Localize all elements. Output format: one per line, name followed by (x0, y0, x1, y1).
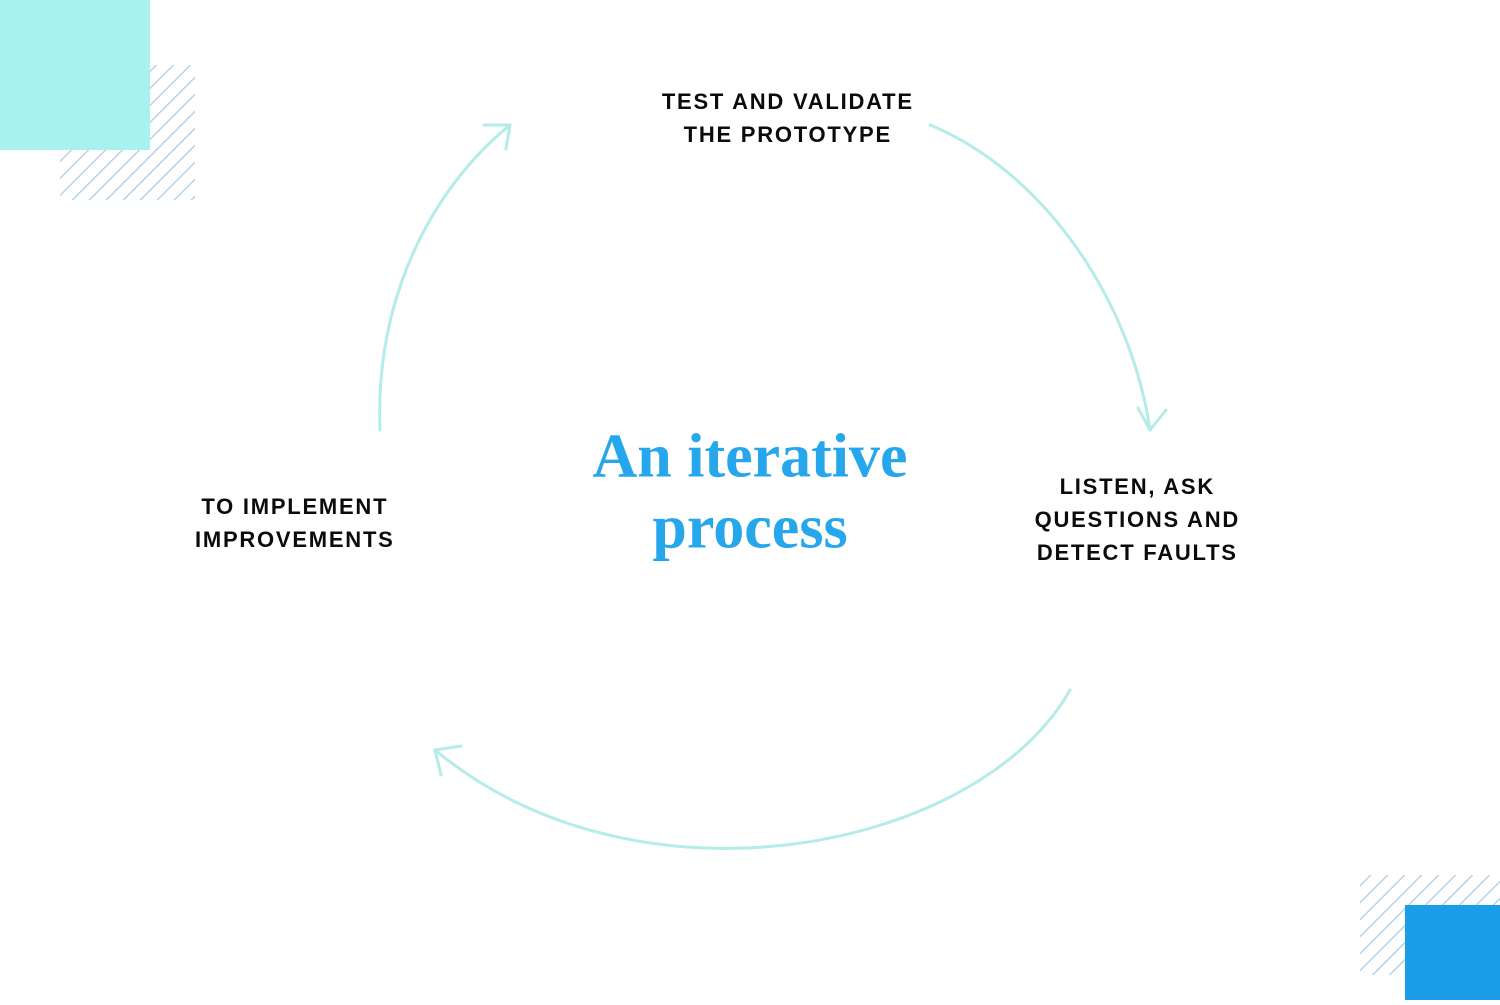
decor-top-left (0, 0, 150, 150)
decor-bottom-right (1300, 860, 1500, 1000)
center-title: An iterative process (592, 422, 907, 565)
step-right-label: LISTEN, ASK QUESTIONS AND DETECT FAULTS (1035, 470, 1240, 569)
step-left-label: TO IMPLEMENT IMPROVEMENTS (195, 490, 395, 556)
step-top-label: TEST AND VALIDATE THE PROTOTYPE (662, 85, 914, 151)
